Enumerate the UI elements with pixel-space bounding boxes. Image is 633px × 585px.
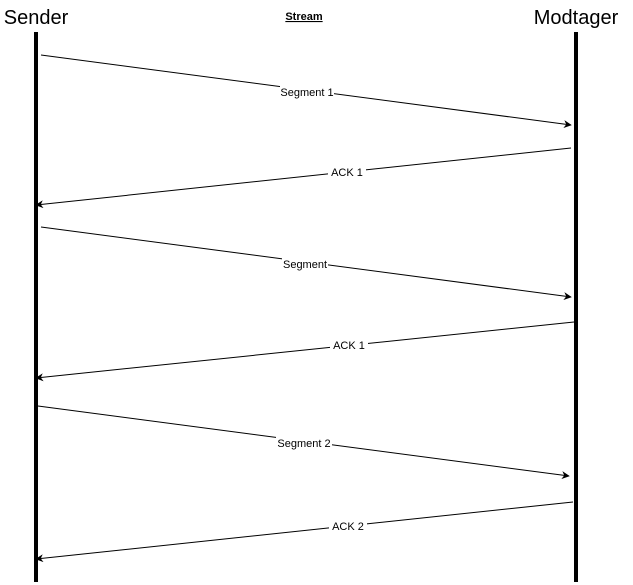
message-label: ACK 1 [331,167,363,179]
message-label-bg [280,85,334,99]
message-label: Segment [283,259,327,271]
message-label-bg [276,436,332,450]
message-arrow [35,501,574,563]
message-1: Segment 1 [40,54,572,129]
message-label-bg [329,519,367,533]
message-label: Segment 2 [277,438,330,450]
message-3: Segment [40,226,572,301]
message-5: Segment 2 [37,405,570,480]
receiver-actor-label: Modtager [534,7,619,29]
message-label-bg [328,165,366,179]
message-label-bg [282,257,328,271]
message-2: ACK 1 [35,147,572,209]
message-6: ACK 2 [35,501,574,563]
message-arrow [35,321,575,382]
diagram-title: Stream [285,11,323,23]
message-label-bg [330,338,368,352]
message-label: Segment 1 [280,87,333,99]
message-label: ACK 1 [333,340,365,352]
message-4: ACK 1 [35,321,575,382]
sender-actor-label: Sender [4,7,69,29]
message-arrow [35,147,572,209]
message-label: ACK 2 [332,521,364,533]
